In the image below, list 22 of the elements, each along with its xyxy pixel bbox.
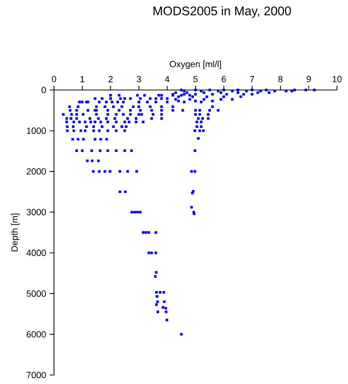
x-tick-label: 10 [332, 76, 342, 82]
y-tick-label: 3000 [26, 208, 46, 216]
chart-title: MODS2005 in May, 2000 [154, 6, 291, 18]
x-tick-label: 3 [136, 76, 141, 82]
y-axis-title: Depth [m] [11, 214, 20, 252]
x-tick-label: 7 [250, 76, 254, 82]
y-tick-label: 0 [42, 86, 46, 94]
x-tick-label: 1 [80, 76, 84, 82]
x-tick-label: 8 [278, 76, 283, 82]
y-tick-label: 1000 [26, 128, 46, 134]
y-tick-label: 6000 [26, 331, 46, 338]
y-tick-label: 4000 [26, 250, 46, 256]
x-tick-label: 4 [164, 76, 170, 82]
y-tick-label: 7000 [26, 372, 46, 378]
x-tick-label: 5 [193, 76, 198, 82]
y-tick-label: 2000 [26, 168, 46, 175]
x-tick-label: 2 [108, 76, 113, 82]
y-tick-label: 5000 [26, 290, 46, 297]
x-axis-title: Oxygen [ml/l] [170, 60, 222, 70]
x-tick-label: 6 [222, 76, 226, 82]
x-tick-label: 0 [52, 76, 56, 82]
x-tick-label: 9 [306, 76, 311, 82]
